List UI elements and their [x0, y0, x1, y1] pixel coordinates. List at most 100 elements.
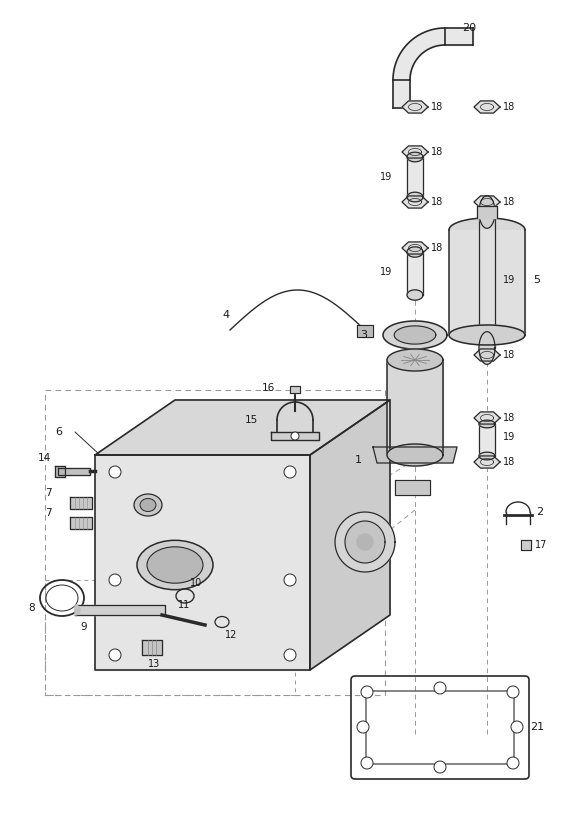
Polygon shape — [407, 290, 423, 300]
Circle shape — [284, 649, 296, 661]
Text: 6: 6 — [55, 427, 62, 437]
Polygon shape — [75, 605, 165, 615]
Polygon shape — [70, 517, 92, 529]
Polygon shape — [402, 196, 428, 208]
Text: 19: 19 — [503, 275, 515, 285]
Polygon shape — [95, 400, 390, 455]
Polygon shape — [474, 412, 500, 424]
Text: 7: 7 — [45, 488, 52, 498]
Polygon shape — [357, 325, 373, 337]
Polygon shape — [407, 252, 423, 295]
Text: 21: 21 — [530, 722, 544, 732]
Polygon shape — [402, 101, 428, 113]
Polygon shape — [479, 420, 495, 428]
Polygon shape — [474, 101, 500, 113]
Text: 18: 18 — [503, 413, 515, 423]
Circle shape — [434, 761, 446, 773]
Circle shape — [109, 574, 121, 586]
Text: 3: 3 — [360, 330, 367, 340]
Polygon shape — [479, 212, 495, 348]
Polygon shape — [58, 468, 90, 475]
Text: 5: 5 — [533, 275, 540, 285]
Polygon shape — [474, 349, 500, 361]
Text: 18: 18 — [431, 102, 443, 112]
Text: 18: 18 — [503, 102, 515, 112]
Polygon shape — [142, 640, 162, 655]
Polygon shape — [345, 521, 385, 563]
Polygon shape — [479, 332, 495, 364]
Circle shape — [291, 432, 299, 440]
Text: 20: 20 — [462, 23, 476, 33]
Text: 17: 17 — [535, 540, 547, 550]
Polygon shape — [70, 497, 92, 509]
Polygon shape — [449, 230, 525, 335]
Polygon shape — [383, 321, 447, 349]
Ellipse shape — [134, 494, 162, 516]
Ellipse shape — [137, 541, 213, 590]
Text: 19: 19 — [503, 432, 515, 442]
Text: 2: 2 — [536, 507, 543, 517]
Circle shape — [361, 686, 373, 698]
Ellipse shape — [147, 547, 203, 583]
Circle shape — [434, 682, 446, 694]
Polygon shape — [357, 534, 373, 550]
Text: 18: 18 — [503, 457, 515, 467]
Polygon shape — [395, 480, 430, 495]
Polygon shape — [479, 195, 495, 228]
Text: 12: 12 — [225, 630, 237, 640]
Polygon shape — [310, 400, 390, 670]
Polygon shape — [477, 206, 497, 218]
Polygon shape — [335, 512, 395, 572]
Circle shape — [357, 721, 369, 733]
Polygon shape — [449, 218, 525, 230]
Polygon shape — [407, 247, 423, 257]
Text: 18: 18 — [503, 197, 515, 207]
Text: 1: 1 — [355, 455, 362, 465]
Ellipse shape — [140, 499, 156, 512]
Text: 10: 10 — [190, 578, 202, 588]
Text: 18: 18 — [431, 197, 443, 207]
Text: 13: 13 — [148, 659, 160, 669]
Text: 18: 18 — [503, 350, 515, 360]
Polygon shape — [479, 424, 495, 456]
Circle shape — [507, 757, 519, 769]
Circle shape — [109, 466, 121, 478]
Polygon shape — [271, 432, 319, 440]
Text: 8: 8 — [28, 603, 34, 613]
Polygon shape — [474, 196, 500, 208]
Polygon shape — [95, 455, 310, 670]
Text: 18: 18 — [431, 243, 443, 253]
Text: 19: 19 — [380, 267, 392, 277]
Polygon shape — [407, 192, 423, 202]
Text: 14: 14 — [38, 453, 51, 463]
Circle shape — [284, 574, 296, 586]
Polygon shape — [75, 605, 80, 615]
Polygon shape — [474, 456, 500, 468]
Circle shape — [361, 757, 373, 769]
Text: 7: 7 — [45, 508, 52, 518]
Polygon shape — [521, 540, 531, 550]
Polygon shape — [479, 452, 495, 460]
Text: 15: 15 — [245, 415, 258, 425]
Polygon shape — [402, 146, 428, 158]
Polygon shape — [449, 325, 525, 345]
Polygon shape — [393, 80, 410, 108]
Text: 19: 19 — [380, 172, 392, 182]
Polygon shape — [290, 386, 300, 393]
Polygon shape — [387, 444, 443, 466]
Polygon shape — [55, 466, 65, 477]
Polygon shape — [387, 349, 443, 371]
Polygon shape — [387, 360, 443, 455]
Polygon shape — [407, 157, 423, 197]
Text: 18: 18 — [431, 147, 443, 157]
Circle shape — [511, 721, 523, 733]
Polygon shape — [394, 326, 436, 344]
Polygon shape — [393, 28, 445, 80]
Polygon shape — [407, 152, 423, 162]
Circle shape — [507, 686, 519, 698]
Polygon shape — [402, 242, 428, 254]
Polygon shape — [445, 28, 473, 45]
Text: 16: 16 — [262, 383, 275, 393]
Polygon shape — [373, 447, 457, 463]
Text: 4: 4 — [222, 310, 229, 320]
